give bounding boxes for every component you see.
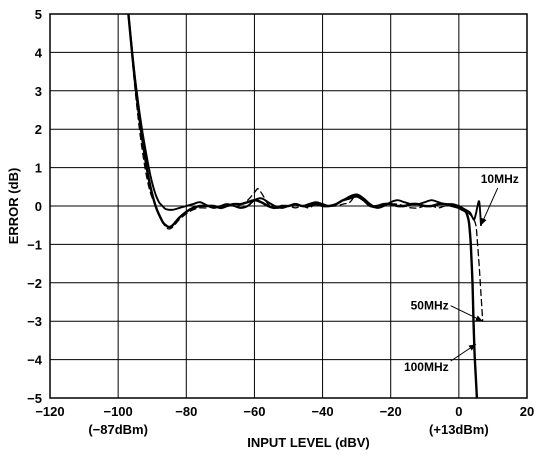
y-tick-labels: −5 −4 −3 −2 −1 0 1 2 3 4 5 bbox=[27, 7, 43, 406]
x-tick-label: 20 bbox=[520, 404, 534, 419]
y-tick-label: 0 bbox=[35, 199, 42, 214]
y-axis-label: ERROR (dB) bbox=[6, 168, 21, 245]
annotation-100mhz-label: 100MHz bbox=[404, 360, 449, 374]
y-tick-label: −5 bbox=[27, 391, 42, 406]
x-tick-label: −80 bbox=[175, 404, 197, 419]
y-tick-label: −2 bbox=[27, 276, 42, 291]
y-tick-label: 3 bbox=[35, 84, 42, 99]
x-tick-label: −20 bbox=[380, 404, 402, 419]
y-tick-label: −1 bbox=[27, 237, 42, 252]
series-line-2 bbox=[127, 14, 479, 398]
x-tick-label: −40 bbox=[312, 404, 334, 419]
annotation-10mhz-arrow bbox=[480, 187, 499, 226]
annotation-50mhz-label: 50MHz bbox=[411, 299, 449, 313]
x-tick-label: −100 bbox=[103, 404, 132, 419]
x-sublabel: (+13dBm) bbox=[429, 422, 489, 437]
y-tick-label: 1 bbox=[35, 161, 42, 176]
y-tick-label: 2 bbox=[35, 122, 42, 137]
y-tick-label: −3 bbox=[27, 314, 42, 329]
plot-frame bbox=[49, 13, 528, 399]
plot-curves bbox=[127, 14, 484, 398]
annotation-50mhz-arrow bbox=[450, 305, 483, 322]
x-sublabels: (−87dBm) (+13dBm) bbox=[88, 422, 488, 437]
x-axis-label: INPUT LEVEL (dBV) bbox=[247, 435, 370, 450]
x-sublabel: (−87dBm) bbox=[88, 422, 148, 437]
x-tick-label: 0 bbox=[455, 404, 462, 419]
annotation-100mhz-arrow bbox=[450, 343, 477, 362]
x-tick-label: −60 bbox=[243, 404, 265, 419]
x-tick-label: −120 bbox=[35, 404, 64, 419]
annotation-10mhz-label: 10MHz bbox=[481, 172, 519, 186]
series-line-0 bbox=[127, 14, 482, 227]
x-tick-labels: −120 −100 −80 −60 −40 −20 0 20 bbox=[35, 404, 534, 419]
y-tick-label: 4 bbox=[35, 45, 43, 60]
y-tick-label: −4 bbox=[27, 353, 43, 368]
annotations: 10MHz 50MHz 100MHz bbox=[404, 172, 519, 374]
y-tick-label: 5 bbox=[35, 7, 42, 22]
